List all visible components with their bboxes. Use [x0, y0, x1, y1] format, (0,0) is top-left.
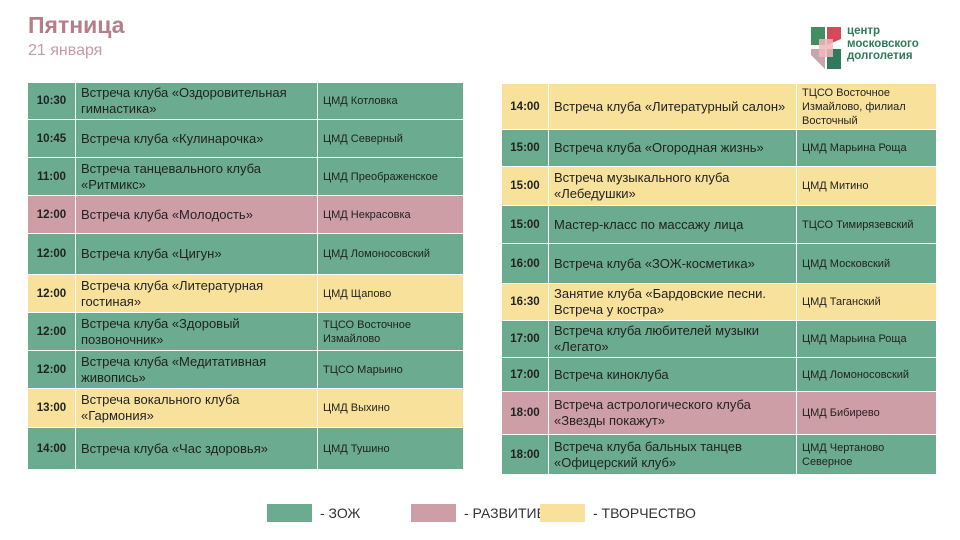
event-title: Встреча клуба «Здоровый позвоночник» — [75, 312, 318, 351]
event-title: Встреча клуба «Час здоровья» — [75, 427, 318, 470]
event-time: 13:00 — [27, 388, 76, 428]
legend-tvorchestvo: - ТВОРЧЕСТВО — [540, 503, 696, 523]
event-location: ТЦСО Тимирязевский — [796, 205, 937, 244]
schedule-table-left: 10:30 Встреча клуба «Оздоровительная гимн… — [27, 82, 464, 470]
event-location: ЦМД Московский — [796, 243, 937, 284]
event-location: ЦМД Северный — [317, 119, 464, 158]
logo-mark-icon — [811, 27, 841, 69]
event-title: Встреча клуба «Цигун» — [75, 233, 318, 275]
event-title: Встреча клуба любителей музыки «Легато» — [548, 320, 797, 358]
legend-swatch-zozh — [267, 504, 312, 522]
event-location: ЦМД Чертаново Северное — [796, 434, 937, 475]
event-time: 15:00 — [501, 129, 549, 167]
event-location: ЦМД Тушино — [317, 427, 464, 470]
schedule-row: 10:45 Встреча клуба «Кулинарочка» ЦМД Севе… — [27, 119, 464, 158]
schedule-table-right: 14:00 Встреча клуба «Литературный салон» Т… — [501, 83, 937, 475]
event-time: 17:00 — [501, 357, 549, 392]
event-time: 15:00 — [501, 166, 549, 206]
event-location: ЦМД Котловка — [317, 82, 464, 120]
schedule-row: 15:00 Встреча клуба «Огородная жизнь» ЦМД … — [501, 129, 937, 167]
event-title: Встреча киноклуба — [548, 357, 797, 392]
page-title: Пятница — [28, 12, 125, 38]
schedule-row: 14:00 Встреча клуба «Час здоровья» ЦМД Туш… — [27, 427, 464, 470]
event-title: Встреча клуба «ЗОЖ-косметика» — [548, 243, 797, 284]
legend-zozh: - ЗОЖ — [267, 503, 360, 523]
event-title: Встреча астрологического клуба «Звезды п… — [548, 391, 797, 435]
schedule-row: 16:00 Встреча клуба «ЗОЖ-косметика» ЦМД Мо… — [501, 243, 937, 284]
event-time: 14:00 — [501, 83, 549, 130]
event-time: 16:30 — [501, 283, 549, 321]
schedule-row: 12:00 Встреча клуба «Молодость» ЦМД Некрас… — [27, 195, 464, 234]
event-title: Встреча клуба «Литературный салон» — [548, 83, 797, 130]
logo-line-1: центр — [847, 25, 881, 37]
legend-label-tvorchestvo: - ТВОРЧЕСТВО — [593, 505, 696, 521]
event-time: 15:00 — [501, 205, 549, 244]
event-title: Встреча музыкального клуба «Лебедушки» — [548, 166, 797, 206]
event-location: ЦМД Ломоносовский — [796, 357, 937, 392]
schedule-row: 11:00 Встреча танцевального клуба «Ритмик… — [27, 157, 464, 196]
logo-line-3: долголетия — [847, 50, 913, 62]
schedule-row: 14:00 Встреча клуба «Литературный салон» Т… — [501, 83, 937, 130]
event-title: Встреча вокального клуба «Гармония» — [75, 388, 318, 428]
event-title: Мастер-класс по массажу лица — [548, 205, 797, 244]
event-location: ЦМД Марьина Роща — [796, 129, 937, 167]
event-time: 10:45 — [27, 119, 76, 158]
event-time: 12:00 — [27, 233, 76, 275]
event-title: Встреча клуба «Огородная жизнь» — [548, 129, 797, 167]
event-time: 12:00 — [27, 312, 76, 351]
schedule-row: 17:00 Встреча клуба любителей музыки «Лег… — [501, 320, 937, 358]
event-location: ЦМД Митино — [796, 166, 937, 206]
event-time: 10:30 — [27, 82, 76, 120]
logo-line-2: московского — [847, 37, 919, 50]
page-date: 21 января — [28, 42, 103, 59]
event-location: ЦМД Таганский — [796, 283, 937, 321]
schedule-row: 10:30 Встреча клуба «Оздоровительная гимн… — [27, 82, 464, 120]
schedule-row: 15:00 Встреча музыкального клуба «Лебедуш… — [501, 166, 937, 206]
legend-label-zozh: - ЗОЖ — [320, 505, 361, 521]
event-location: ЦМД Выхино — [317, 388, 464, 428]
event-location: ТЦСО Восточное Измайлово — [317, 312, 464, 351]
schedule-row: 17:00 Встреча киноклуба ЦМД Ломоносовский — [501, 357, 937, 392]
event-title: Встреча клуба «Молодость» — [75, 195, 318, 234]
event-location: ТЦСО Марьино — [317, 350, 464, 389]
schedule-row: 15:00 Мастер-класс по массажу лица ТЦСО Ти… — [501, 205, 937, 244]
schedule-row: 16:30 Занятие клуба «Бардовские песни. Вс… — [501, 283, 937, 321]
event-time: 17:00 — [501, 320, 549, 358]
event-location: ТЦСО Восточное Измайлово, филиал Восточн… — [796, 83, 937, 130]
schedule-row: 18:00 Встреча астрологического клуба «Зве… — [501, 391, 937, 435]
logo-text: центр московского долголетия — [847, 25, 919, 63]
event-time: 14:00 — [27, 427, 76, 470]
legend-swatch-tvorchestvo — [540, 504, 585, 522]
event-title: Занятие клуба «Бардовские песни. Встреча… — [548, 283, 797, 321]
schedule-row: 12:00 Встреча клуба «Литературная гостина… — [27, 274, 464, 313]
event-location: ЦМД Марьина Роща — [796, 320, 937, 358]
event-location: ЦМД Некрасовка — [317, 195, 464, 234]
event-time: 12:00 — [27, 274, 76, 313]
event-title: Встреча клуба «Оздоровительная гимнастик… — [75, 82, 318, 120]
event-time: 16:00 — [501, 243, 549, 284]
schedule-row: 12:00 Встреча клуба «Цигун» ЦМД Ломоносовс… — [27, 233, 464, 275]
event-title: Встреча клуба «Кулинарочка» — [75, 119, 318, 158]
event-title: Встреча танцевального клуба «Ритмикс» — [75, 157, 318, 196]
legend-swatch-razvitie — [411, 504, 456, 522]
event-time: 11:00 — [27, 157, 76, 196]
schedule-row: 18:00 Встреча клуба бальных танцев «Офице… — [501, 434, 937, 475]
schedule-row: 13:00 Встреча вокального клуба «Гармония»… — [27, 388, 464, 428]
event-location: ЦМД Ломоносовский — [317, 233, 464, 275]
event-location: ЦМД Преображенское — [317, 157, 464, 196]
event-title: Встреча клуба «Литературная гостиная» — [75, 274, 318, 313]
event-time: 12:00 — [27, 195, 76, 234]
brand-logo: центр московского долголетия — [809, 24, 939, 74]
event-time: 18:00 — [501, 391, 549, 435]
schedule-row: 12:00 Встреча клуба «Здоровый позвоночник… — [27, 312, 464, 351]
event-location: ЦМД Бибирево — [796, 391, 937, 435]
event-title: Встреча клуба бальных танцев «Офицерский… — [548, 434, 797, 475]
legend-label-razvitie: - РАЗВИТИЕ — [464, 505, 546, 521]
event-title: Встреча клуба «Медитативная живопись» — [75, 350, 318, 389]
event-time: 18:00 — [501, 434, 549, 475]
event-time: 12:00 — [27, 350, 76, 389]
event-location: ЦМД Щапово — [317, 274, 464, 313]
schedule-row: 12:00 Встреча клуба «Медитативная живопис… — [27, 350, 464, 389]
legend-razvitie: - РАЗВИТИЕ — [411, 503, 546, 523]
